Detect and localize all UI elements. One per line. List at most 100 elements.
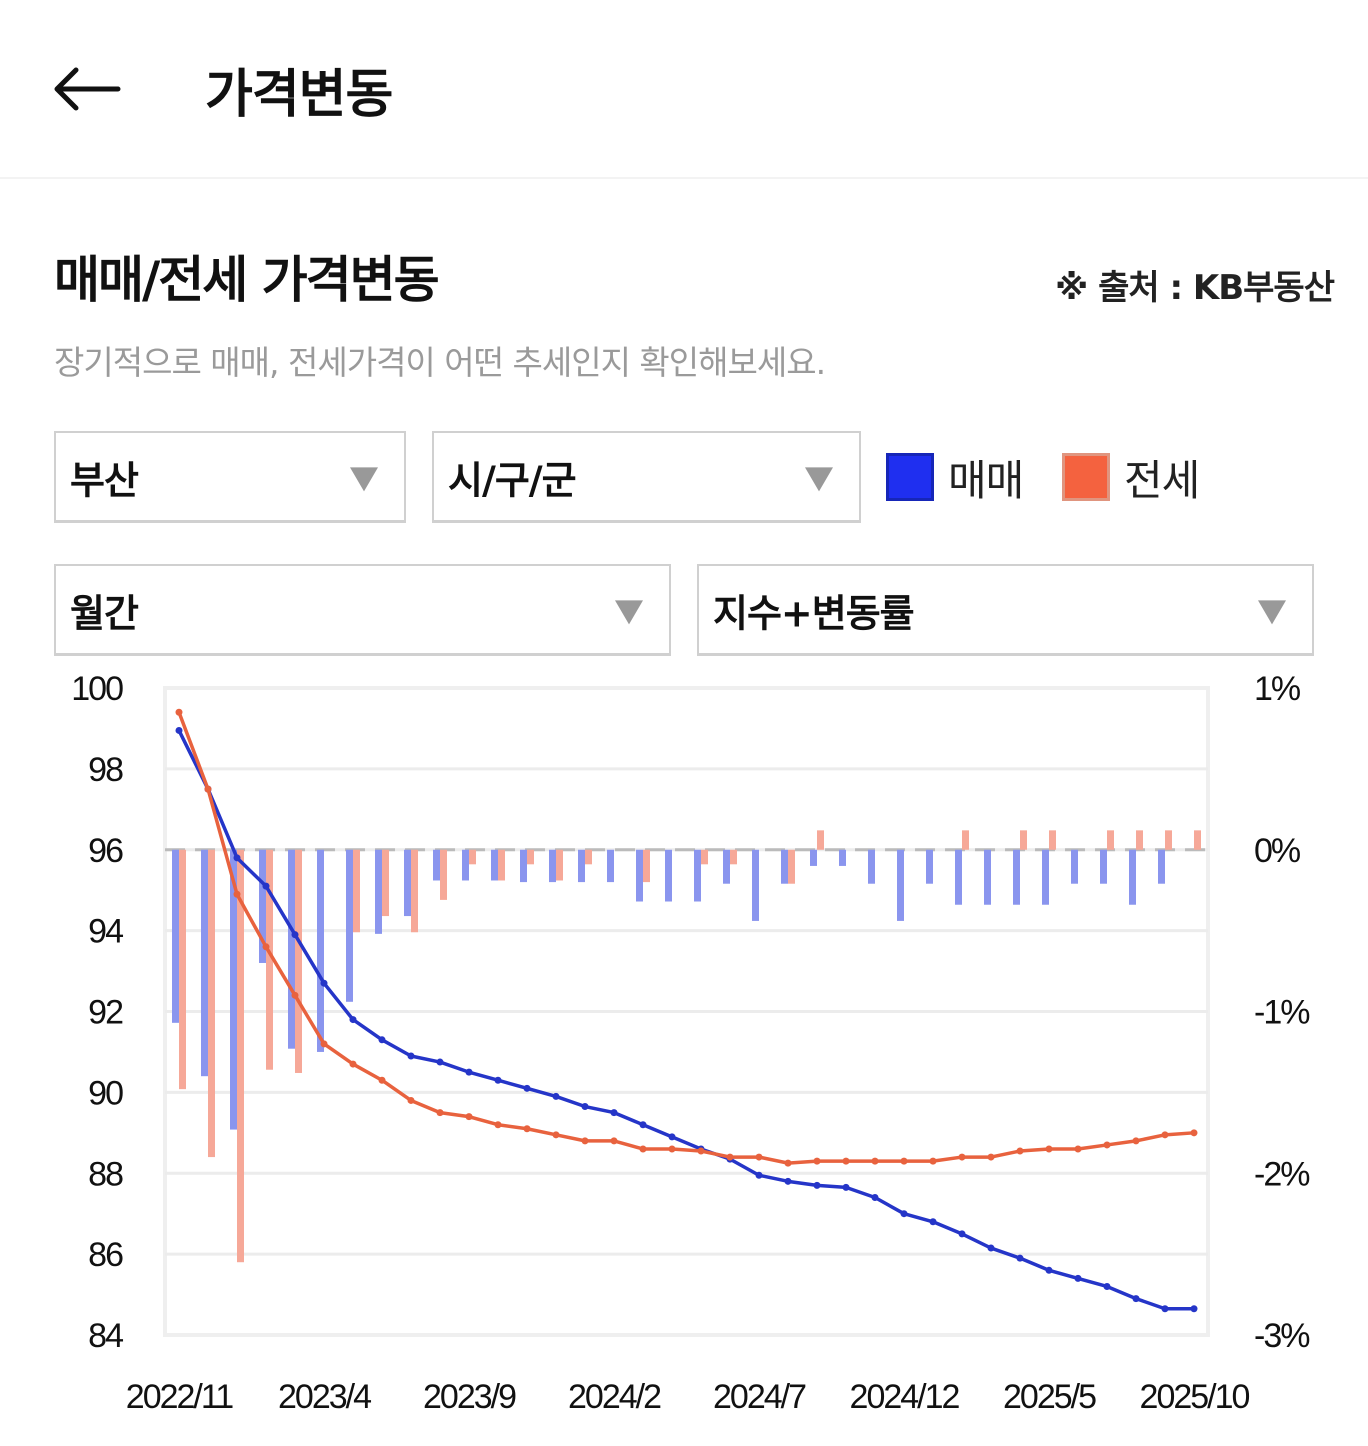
left-tick-label: 86	[88, 1236, 123, 1274]
sale-rate-bar	[955, 849, 962, 905]
jeonse-index-point	[1074, 1145, 1082, 1153]
sale-index-point	[175, 726, 183, 734]
jeonse-rate-bar	[527, 849, 534, 865]
jeonse-index-point	[639, 1145, 647, 1153]
x-tick-label: 2025/10	[1140, 1378, 1250, 1416]
jeonse-index-point	[1161, 1131, 1169, 1139]
region-value: 부산	[70, 458, 139, 502]
sale-index-point	[494, 1076, 502, 1084]
sale-rate-bar	[462, 849, 469, 881]
right-tick-label: 0%	[1254, 832, 1301, 870]
right-tick-label: -2%	[1254, 1155, 1310, 1193]
jeonse-index-point	[726, 1153, 734, 1161]
jeonse-index-point	[842, 1157, 850, 1165]
jeonse-index-point	[1016, 1147, 1024, 1155]
chevron-down-icon	[350, 466, 378, 491]
sale-index-line	[177, 729, 1194, 1311]
jeonse-rate-bar	[382, 849, 389, 917]
sale-rate-bar	[230, 849, 237, 1130]
jeonse-rate-bar	[353, 849, 360, 933]
chevron-down-icon	[805, 466, 833, 491]
sale-index-point	[436, 1058, 444, 1066]
sale-rate-bar	[781, 849, 788, 884]
jeonse-rate-bar	[179, 849, 186, 1090]
jeonse-index-point	[929, 1157, 937, 1165]
sale-index-point	[262, 882, 270, 890]
sale-index-point	[871, 1194, 879, 1202]
sale-index-point	[581, 1103, 589, 1111]
jeonse-index-point	[900, 1157, 908, 1165]
sale-index-point	[813, 1181, 821, 1189]
jeonse-index-point	[987, 1153, 995, 1161]
back-button[interactable]	[52, 62, 122, 116]
sale-rate-bar	[984, 849, 991, 905]
sale-rate-bar	[752, 849, 759, 921]
right-tick-label: -3%	[1254, 1317, 1310, 1355]
region-dropdown[interactable]: 부산	[54, 431, 406, 523]
period-dropdown[interactable]: 월간	[54, 564, 671, 656]
jeonse-index-point	[233, 890, 241, 898]
left-tick-label: 84	[88, 1317, 123, 1355]
jeonse-index-point	[1103, 1141, 1111, 1149]
x-tick-label: 2024/12	[850, 1378, 960, 1416]
sale-rate-bar	[839, 849, 846, 866]
jeonse-index-point	[1045, 1145, 1053, 1153]
sale-index-point	[349, 1016, 357, 1024]
section-subtitle: 장기적으로 매매, 전세가격이 어떤 추세인지 확인해보세요.	[54, 343, 826, 382]
jeonse-rate-bar	[1049, 830, 1056, 850]
sale-index-point	[320, 979, 328, 987]
legend-sale: 매매	[886, 450, 1024, 505]
sale-rate-bar	[607, 849, 614, 883]
jeonse-index-point	[494, 1121, 502, 1129]
jeonse-index-point	[697, 1147, 705, 1155]
jeonse-rate-bar	[295, 849, 302, 1073]
header-divider	[0, 177, 1368, 179]
sale-rate-bar	[520, 849, 527, 883]
legend-jeonse: 전세	[1062, 450, 1200, 505]
jeonse-index-line	[177, 711, 1195, 1165]
price-chart: 100 98 96 94 92 90 88 86 84 1% 0% -1% -2% -3% 2022/11 2…	[71, 670, 1312, 1416]
sale-index-point	[842, 1183, 850, 1191]
sale-rate-bar	[578, 849, 585, 883]
left-tick-label: 96	[88, 832, 123, 870]
sale-rate-bar	[491, 849, 498, 881]
sale-rate-bar	[1013, 849, 1020, 905]
sale-rate-bar	[636, 849, 643, 902]
chevron-down-icon	[615, 599, 643, 624]
x-tick-label: 2023/4	[278, 1378, 371, 1416]
x-tick-label: 2022/11	[126, 1378, 233, 1416]
sale-rate-bar	[172, 849, 179, 1023]
x-tick-label: 2025/5	[1003, 1378, 1096, 1416]
left-tick-label: 90	[88, 1074, 123, 1112]
jeonse-rate-bar	[556, 849, 563, 881]
jeonse-rate-bar	[1194, 830, 1201, 850]
jeonse-index-point	[552, 1131, 560, 1139]
jeonse-rate-bar	[469, 849, 476, 865]
jeonse-index-point	[378, 1076, 386, 1084]
district-dropdown[interactable]: 시/구/군	[432, 431, 861, 523]
jeonse-index-point	[262, 943, 270, 951]
x-tick-label: 2024/2	[568, 1378, 661, 1416]
jeonse-rate-bar	[1020, 830, 1027, 850]
sale-index-point	[233, 854, 241, 862]
jeonse-rate-bar	[498, 849, 505, 881]
jeonse-rate-bar	[817, 830, 824, 850]
sale-index-point	[1016, 1254, 1024, 1262]
sale-rate-bar	[404, 849, 411, 917]
jeonse-rate-bar	[440, 849, 447, 900]
sale-rate-bar	[433, 849, 440, 881]
sale-rate-bar	[1129, 849, 1136, 905]
sale-rate-bar	[549, 849, 556, 883]
sale-index-point	[552, 1092, 560, 1100]
sale-index-point	[1161, 1305, 1169, 1313]
period-value: 월간	[70, 591, 139, 635]
sale-index-point	[755, 1171, 763, 1179]
sale-index-point	[1190, 1305, 1198, 1313]
sale-rate-bar	[897, 849, 904, 921]
sale-rate-bar	[288, 849, 295, 1049]
right-tick-label: -1%	[1254, 994, 1310, 1032]
jeonse-rate-bar	[1165, 830, 1172, 850]
jeonse-rate-bar	[1107, 830, 1114, 850]
mode-dropdown[interactable]: 지수+변동률	[697, 564, 1314, 656]
jeonse-index-point	[581, 1137, 589, 1145]
